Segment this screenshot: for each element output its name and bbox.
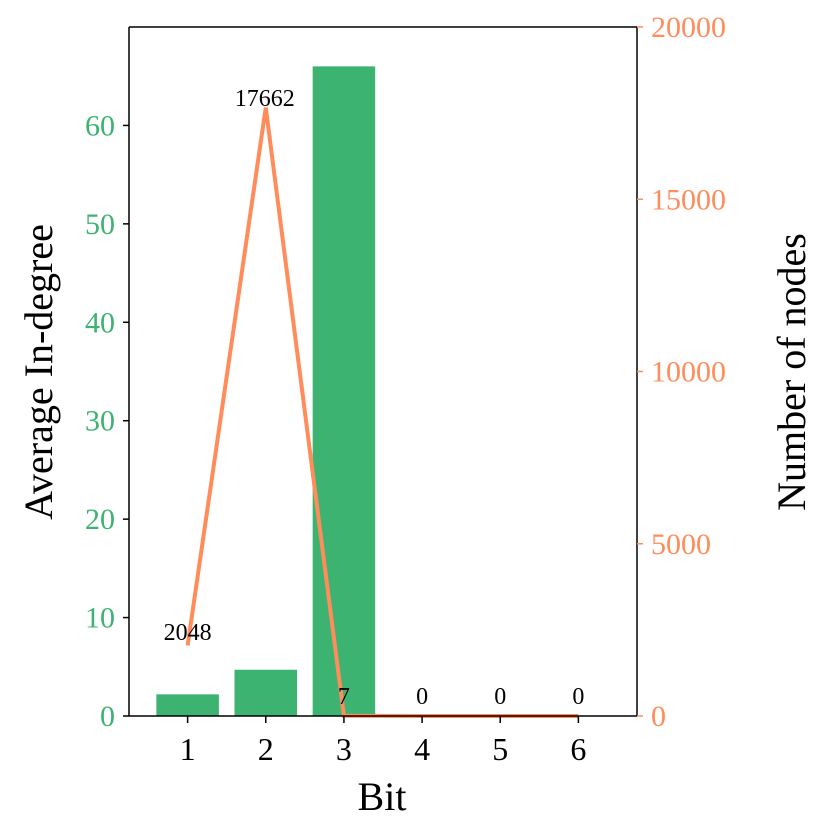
line-series xyxy=(185,107,579,718)
x-tick-label: 4 xyxy=(414,731,430,767)
right-tick-label: 20000 xyxy=(651,11,726,44)
right-y-axis-title: Number of nodes xyxy=(769,233,814,511)
x-tick-label: 6 xyxy=(570,731,586,767)
data-label-1: 2048 xyxy=(164,620,212,646)
left-tick-label: 10 xyxy=(85,602,115,635)
data-label-4: 0 xyxy=(416,684,428,710)
right-tick-label: 0 xyxy=(651,700,666,733)
data-label-2: 17662 xyxy=(235,86,295,112)
data-labels: 2048 17662 7 0 0 0 xyxy=(164,86,585,710)
node-count-line xyxy=(185,107,579,718)
left-tick-label: 20 xyxy=(85,503,115,536)
right-tick-label: 5000 xyxy=(651,528,711,561)
x-axis-title: Bit xyxy=(358,774,407,819)
left-tick-label: 0 xyxy=(100,700,115,733)
left-y-axis-title: Average In-degree xyxy=(16,224,61,520)
x-tick-label: 2 xyxy=(258,731,274,767)
bar-series xyxy=(156,66,376,716)
left-tick-label: 30 xyxy=(85,405,115,438)
x-tick-label: 5 xyxy=(492,731,508,767)
left-tick-label: 40 xyxy=(85,306,115,339)
right-tick-label: 10000 xyxy=(651,356,726,389)
axes: 0 10 20 30 40 50 60 0 5000 10000 15000 20000 1 2 3 4 5 6 xyxy=(85,11,726,767)
bar-3 xyxy=(312,66,376,716)
data-label-6: 0 xyxy=(572,684,584,710)
x-tick-label: 1 xyxy=(180,731,196,767)
bar-1 xyxy=(156,694,219,716)
bar-2 xyxy=(234,669,298,716)
data-label-5: 0 xyxy=(494,684,506,710)
right-tick-label: 15000 xyxy=(651,183,726,216)
left-tick-label: 60 xyxy=(85,109,115,142)
left-tick-label: 50 xyxy=(85,208,115,241)
data-label-3: 7 xyxy=(338,684,350,710)
x-tick-label: 3 xyxy=(336,731,352,767)
